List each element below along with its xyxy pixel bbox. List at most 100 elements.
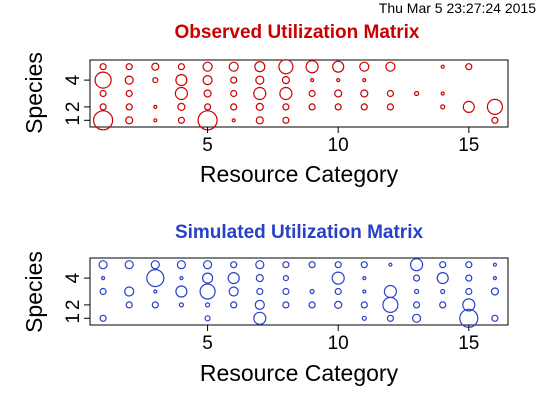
- utilization-circle-species-5-resource-3: [150, 260, 160, 270]
- utilization-circle-species-2-resource-16: [486, 98, 503, 116]
- utilization-circle-species-3-resource-1: [99, 287, 107, 296]
- utilization-circle-species-4-resource-8: [282, 275, 289, 282]
- simulated-plot-frame: [89, 257, 509, 326]
- utilization-circle-species-4-resource-8: [281, 75, 290, 85]
- utilization-circle-species-4-resource-3: [152, 76, 159, 84]
- utilization-circle-species-1-resource-1: [99, 314, 107, 322]
- utilization-circle-species-5-resource-10: [332, 60, 345, 73]
- utilization-circle-species-3-resource-4: [174, 86, 188, 101]
- simulated-x-axis: 5 10 15: [202, 325, 479, 354]
- utilization-circle-species-1-resource-11: [361, 315, 367, 321]
- utilization-circle-species-3-resource-8: [282, 287, 290, 296]
- y-tick-label-1: 1: [63, 115, 84, 126]
- utilization-circle-species-3-resource-11: [362, 289, 367, 294]
- utilization-circle-species-5-resource-6: [228, 61, 239, 72]
- utilization-circle-species-2-resource-8: [282, 103, 290, 111]
- utilization-circle-species-5-resource-11: [360, 261, 368, 269]
- utilization-circle-species-5-resource-12: [385, 61, 396, 72]
- utilization-circle-species-5-resource-8: [282, 261, 290, 269]
- utilization-circle-species-2-resource-4: [178, 302, 184, 308]
- utilization-circle-species-1-resource-8: [282, 116, 290, 124]
- utilization-circle-species-3-resource-5: [203, 89, 212, 98]
- utilization-circle-species-3-resource-6: [228, 286, 239, 297]
- utilization-circle-species-2-resource-11: [360, 301, 368, 309]
- simulated-y-axis-title: Species: [21, 251, 47, 333]
- observed-plot-frame: [89, 59, 509, 128]
- utilization-circle-species-3-resource-13: [414, 288, 420, 295]
- utilization-circle-species-2-resource-3: [153, 104, 158, 110]
- utilization-circle-species-1-resource-16: [491, 314, 499, 322]
- utilization-circle-species-1-resource-3: [153, 118, 158, 123]
- utilization-circle-species-3-resource-10: [334, 89, 343, 98]
- utilization-circle-species-5-resource-12: [388, 262, 393, 267]
- utilization-circle-species-5-resource-4: [176, 260, 186, 270]
- utilization-circle-species-5-resource-6: [230, 261, 238, 269]
- x-tick-label-15: 15: [458, 135, 479, 156]
- utilization-circle-species-4-resource-2: [124, 75, 134, 85]
- utilization-circle-species-3-resource-3: [153, 289, 158, 294]
- utilization-circle-species-5-resource-2: [125, 63, 133, 71]
- utilization-circle-species-4-resource-11: [362, 77, 367, 83]
- utilization-circle-species-5-resource-5: [202, 61, 213, 72]
- observed-circles: [92, 59, 503, 131]
- utilization-circle-species-2-resource-15: [462, 100, 475, 114]
- observed-y-axis-title: Species: [21, 52, 47, 134]
- utilization-circle-species-3-resource-6: [230, 89, 238, 98]
- observed-x-axis: 5 10 15: [202, 127, 479, 156]
- utilization-circle-species-5-resource-1: [98, 260, 108, 270]
- utilization-circle-species-5-resource-5: [203, 260, 213, 270]
- utilization-circle-species-1-resource-6: [231, 118, 236, 123]
- utilization-circle-species-5-resource-13: [410, 258, 424, 272]
- utilization-circle-species-3-resource-12: [383, 284, 397, 299]
- utilization-circle-species-5-resource-2: [124, 260, 134, 270]
- utilization-circle-species-2-resource-9: [308, 301, 316, 309]
- utilization-circle-species-3-resource-1: [99, 89, 107, 98]
- utilization-circle-species-2-resource-11: [360, 103, 368, 111]
- utilization-circle-species-2-resource-10: [334, 300, 343, 309]
- utilization-circle-species-1-resource-16: [491, 116, 499, 124]
- utilization-circle-species-3-resource-2: [124, 286, 135, 297]
- utilization-circle-species-2-resource-8: [282, 301, 290, 309]
- utilization-circle-species-5-resource-7: [254, 61, 266, 73]
- utilization-circle-species-5-resource-4: [177, 63, 185, 71]
- utilization-circle-species-5-resource-3: [151, 62, 160, 71]
- utilization-circle-species-5-resource-15: [465, 63, 473, 71]
- utilization-circle-species-4-resource-16: [492, 276, 497, 281]
- simulated-y-axis: 1 2 4: [63, 272, 90, 324]
- utilization-circle-species-2-resource-9: [308, 103, 316, 111]
- utilization-circle-species-3-resource-11: [360, 89, 369, 98]
- utilization-circle-species-5-resource-8: [278, 59, 294, 75]
- utilization-circle-species-5-resource-15: [465, 261, 473, 269]
- observed-title: Observed Utilization Matrix: [175, 22, 420, 43]
- utilization-circle-species-5-resource-9: [305, 60, 319, 74]
- simulated-x-axis-title: Resource Category: [200, 360, 399, 386]
- observed-x-axis-title: Resource Category: [200, 161, 399, 187]
- utilization-circle-species-5-resource-10: [334, 261, 342, 269]
- timestamp-label: Thu Mar 5 23:27:24 2015: [379, 0, 536, 16]
- utilization-circle-species-3-resource-7: [253, 86, 267, 101]
- y-tick-label-2: 2: [63, 300, 84, 311]
- utilization-circle-species-2-resource-5: [205, 302, 211, 308]
- utilization-circle-species-1-resource-7: [255, 116, 264, 125]
- utilization-circle-species-2-resource-6: [230, 301, 238, 309]
- utilization-circle-species-5-resource-11: [359, 61, 370, 72]
- utilization-circle-species-1-resource-2: [125, 116, 134, 125]
- utilization-circle-species-4-resource-9: [310, 77, 315, 83]
- utilization-circle-species-3-resource-15: [465, 287, 473, 296]
- utilization-circle-species-2-resource-2: [125, 103, 133, 111]
- utilization-circle-species-4-resource-1: [94, 71, 112, 89]
- utilization-circle-species-3-resource-16: [490, 287, 499, 296]
- utilization-circle-species-4-resource-5: [202, 272, 214, 284]
- utilization-circle-species-2-resource-7: [255, 102, 264, 112]
- utilization-circle-species-4-resource-10: [331, 271, 345, 285]
- utilization-circle-species-5-resource-14: [439, 261, 447, 269]
- utilization-circle-species-2-resource-10: [334, 103, 342, 111]
- y-tick-label-4: 4: [63, 74, 84, 85]
- utilization-circle-species-4-resource-15: [465, 274, 473, 282]
- utilization-circle-species-2-resource-15: [462, 298, 476, 312]
- x-tick-label-5: 5: [202, 135, 213, 156]
- utilization-circle-species-3-resource-9: [309, 288, 315, 295]
- utilization-circle-species-4-resource-13: [413, 274, 421, 282]
